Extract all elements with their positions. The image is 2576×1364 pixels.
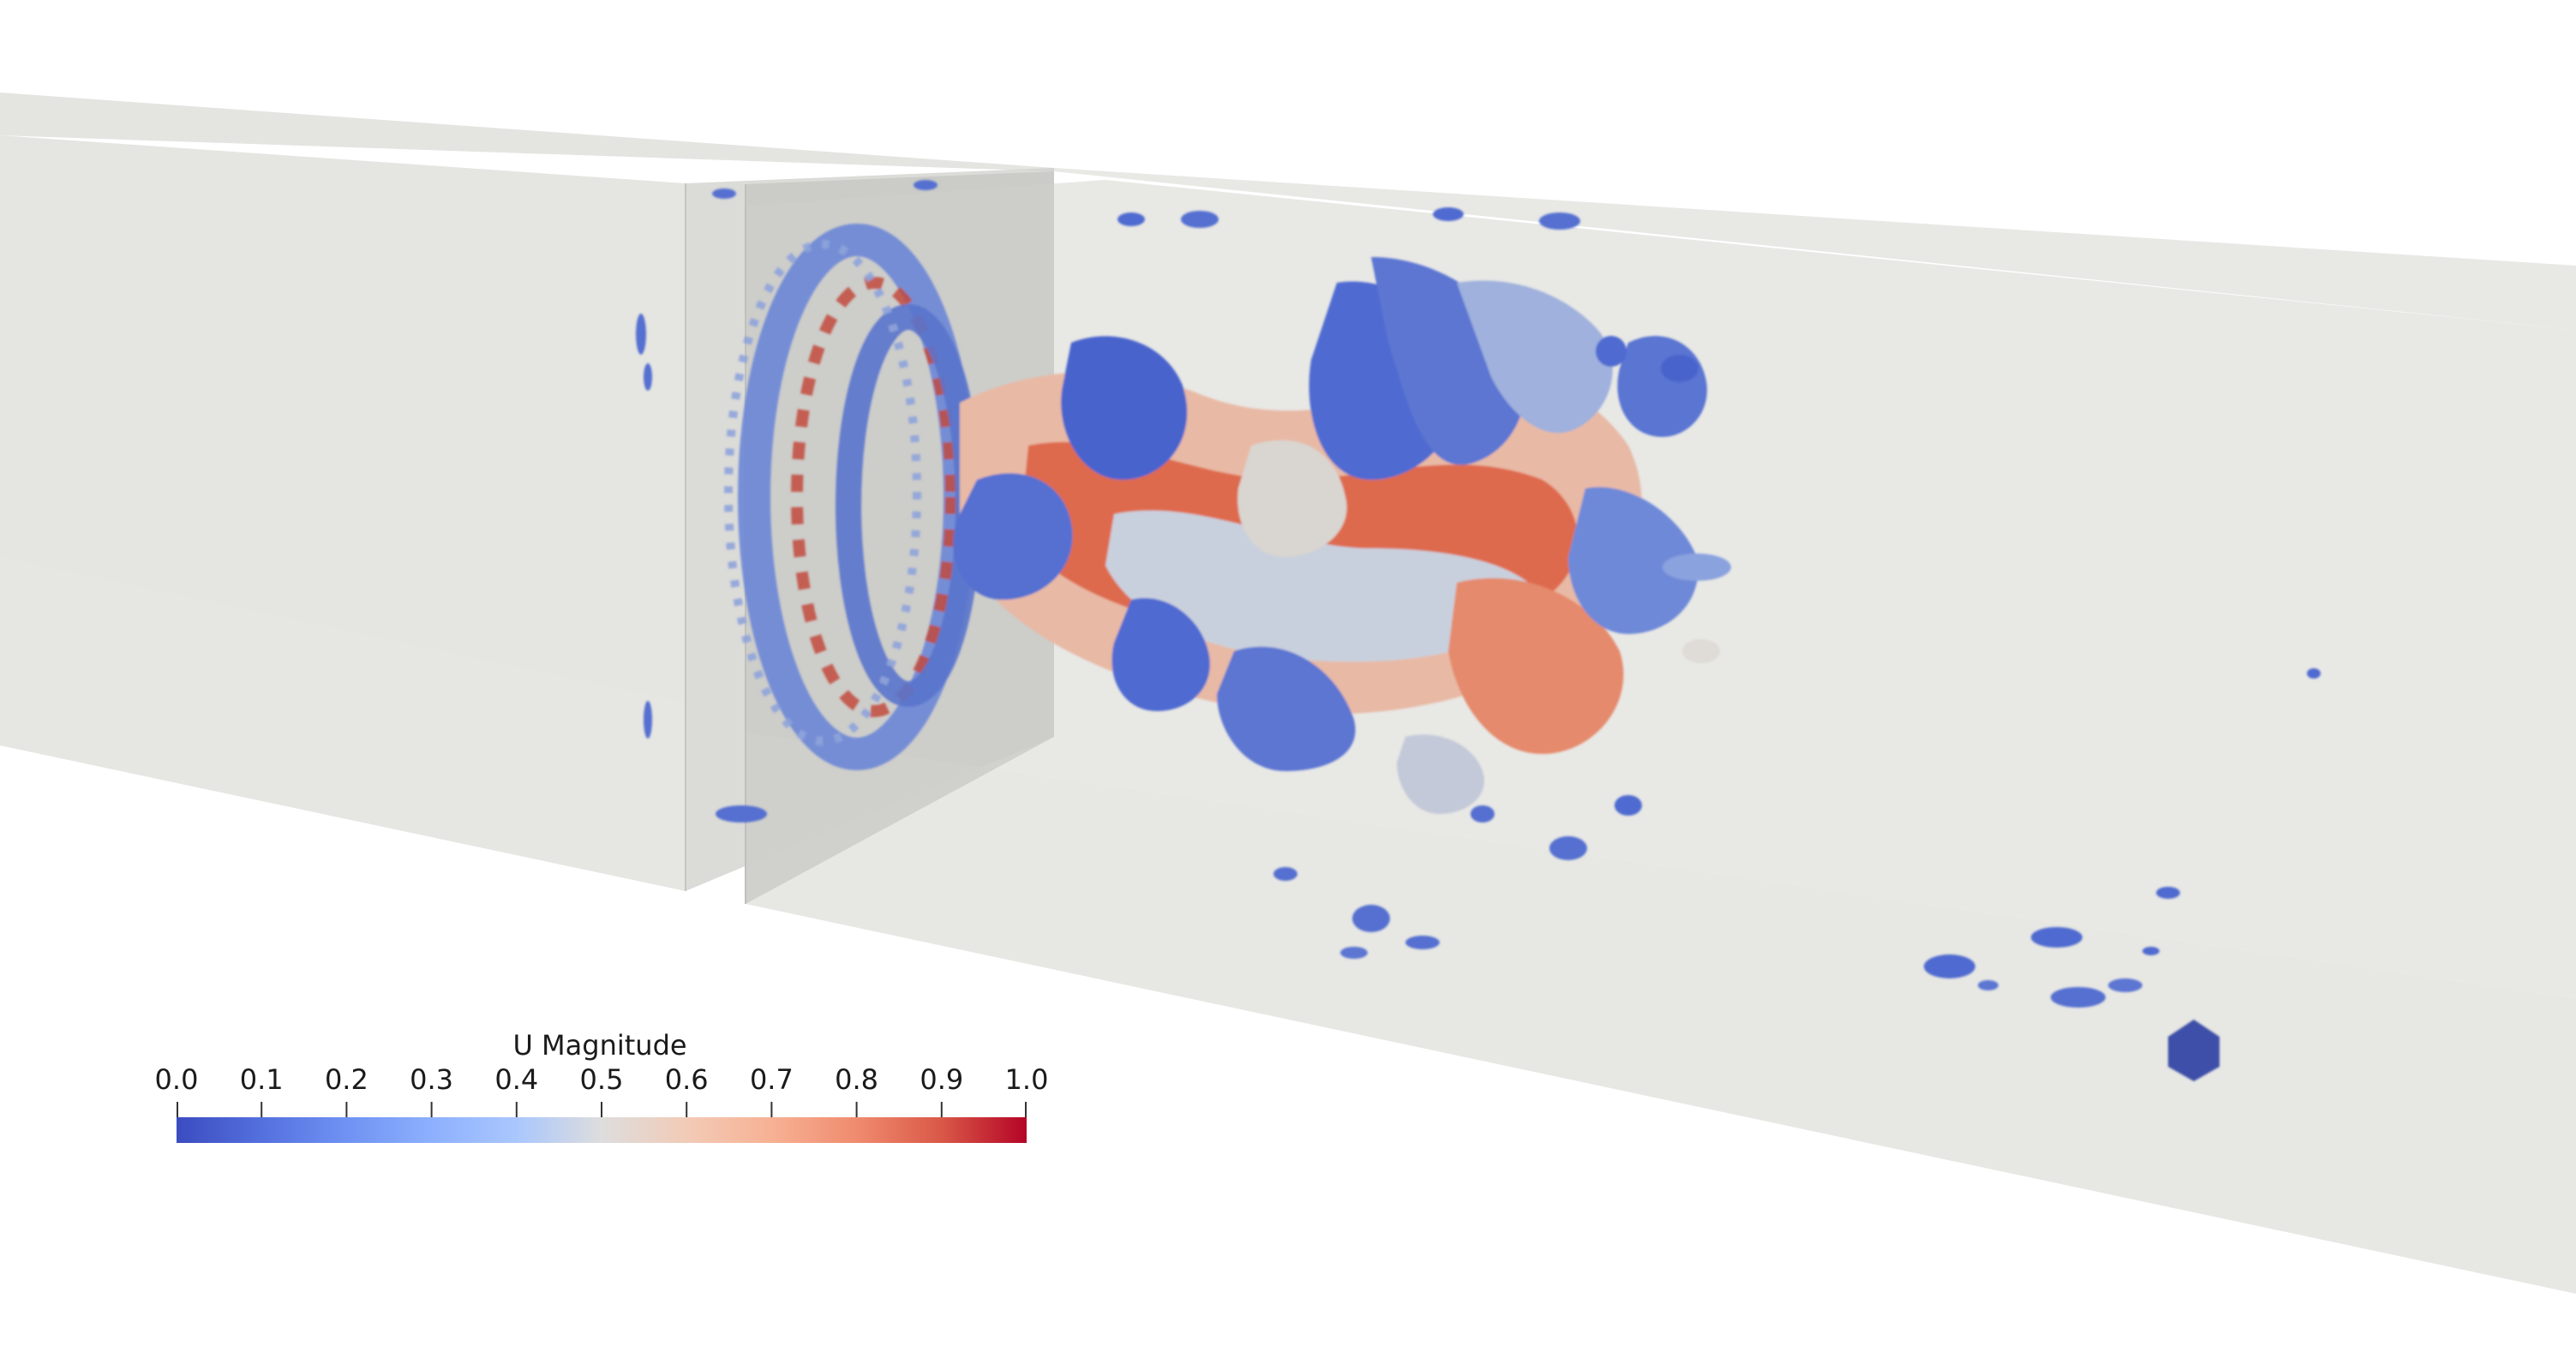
vortex-isosurfaces: [636, 180, 2321, 1081]
color-legend-tick-label: 0.2: [324, 1063, 368, 1096]
color-legend-tick-label: 0.3: [410, 1063, 454, 1096]
color-legend-tick-label: 0.0: [154, 1063, 199, 1096]
color-legend-gradient-bar: [177, 1102, 1027, 1143]
color-legend-tick-label: 0.9: [920, 1063, 964, 1096]
color-legend-tick-label: 0.7: [749, 1063, 794, 1096]
color-legend[interactable]: U Magnitude 0.0 0.1 0.2 0.3 0.4 0.5 0.6 0.7 0.8 0…: [146, 1028, 1054, 1157]
color-legend-tick-labels: 0.0 0.1 0.2 0.3 0.4 0.5 0.6 0.7 0.8 0.9 1.0: [146, 1062, 1054, 1097]
color-legend-tick-label: 0.8: [835, 1063, 879, 1096]
color-legend-tick-label: 0.4: [494, 1063, 539, 1096]
color-legend-tick-label: 0.1: [239, 1063, 284, 1096]
turbulent-jet-core: [953, 257, 1707, 814]
color-legend-tick-label: 0.5: [579, 1063, 624, 1096]
color-legend-tick-label: 0.6: [664, 1063, 709, 1096]
color-legend-title: U Magnitude: [512, 1029, 687, 1062]
scattered-eddies: [636, 180, 2321, 1081]
color-legend-tick-marks: [177, 1102, 1027, 1117]
color-legend-tick-label: 1.0: [1004, 1063, 1049, 1096]
